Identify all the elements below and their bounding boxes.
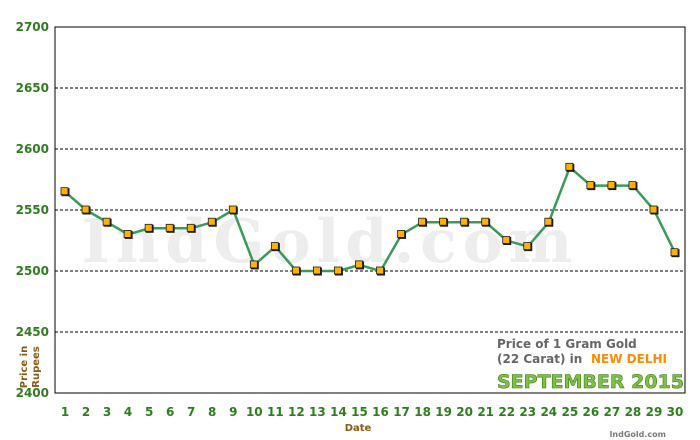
x-tick-label: 21 [477,405,494,419]
data-point [165,223,174,232]
data-point [144,223,153,232]
y-tick-label: 2400 [16,386,49,400]
x-tick-label: 1 [61,405,69,419]
data-point [649,205,658,214]
data-point [186,223,195,232]
credit-text: IndGold.com [609,430,666,439]
x-tick-label: 16 [372,405,389,419]
data-point [481,217,490,226]
data-point [607,181,616,190]
data-point [565,162,574,171]
x-tick-label: 4 [124,405,132,419]
x-tick-label: 13 [309,405,326,419]
data-point [313,266,321,275]
y-tick-label: 2600 [16,142,49,156]
y-tick-label: 2700 [16,20,49,34]
x-tick-label: 22 [498,405,515,419]
data-point [102,217,111,226]
x-tick-label: 11 [267,405,284,419]
x-tick-label: 20 [456,405,473,419]
x-tick-label: 15 [351,405,368,419]
x-tick-label: 7 [187,405,195,419]
caption-line1: Price of 1 Gram Gold [497,337,637,351]
data-point [355,260,363,269]
data-point [228,205,237,214]
x-tick-label: 24 [540,405,557,419]
y-axis-title-line1: Price in [19,346,30,388]
data-point [270,242,279,251]
x-tick-label: 6 [166,405,174,419]
data-point [628,181,637,190]
x-tick-label: 26 [583,405,600,419]
y-tick-label: 2650 [16,81,49,95]
data-point [291,266,300,275]
watermark-text: IndGold.com [82,207,579,277]
data-point [544,217,553,226]
x-tick-label: 30 [667,405,684,419]
x-axis-title: Date [345,423,372,434]
x-tick-label: 10 [246,405,263,419]
x-tick-label: 28 [625,405,642,419]
caption-month: SEPTEMBER 2015 [497,371,684,393]
x-tick-label: 17 [393,405,410,419]
y-tick-label: 2450 [16,325,49,339]
x-tick-label: 9 [229,405,237,419]
chart-caption: Price of 1 Gram Gold (22 Carat) in NEW D… [497,337,685,393]
x-tick-label: 2 [82,405,90,419]
x-tick-label: 27 [604,405,621,419]
data-point [81,205,90,214]
x-tick-label: 29 [646,405,663,419]
data-point [586,181,595,190]
data-point [334,266,342,275]
caption-city: NEW DELHI [591,352,667,366]
y-axis-ticks: 2400 2450 2500 2550 2600 2650 2700 [16,20,49,400]
data-point [670,248,679,257]
x-tick-label: 12 [288,405,305,419]
x-tick-label: 14 [330,405,347,419]
caption-line2: (22 Carat) in [497,352,582,366]
x-tick-label: 5 [145,405,153,419]
data-point [523,242,532,251]
data-point [502,236,511,244]
data-point [249,260,258,269]
x-tick-label: 23 [519,405,536,419]
y-tick-label: 2550 [16,203,49,217]
x-tick-label: 19 [435,405,452,419]
x-axis-ticks: 1 2 3 4 5 6 7 8 9 10 11 12 13 14 15 16 17 18 19 20 21 22 23 24 2… [61,405,684,419]
data-point [460,217,469,226]
x-tick-label: 8 [208,405,216,419]
price-series [60,162,680,276]
data-point [439,217,448,226]
data-point [123,229,132,238]
x-tick-label: 18 [414,405,431,419]
data-point [418,217,426,226]
plot-frame [54,26,686,394]
y-tick-label: 2500 [16,264,49,278]
x-tick-label: 3 [103,405,111,419]
gridlines [55,87,685,333]
data-point [397,229,405,238]
y-axis-title-line2: Rupees [31,346,42,388]
data-point [207,217,216,226]
data-point [60,187,69,196]
data-point [376,266,384,275]
x-tick-label: 25 [561,405,578,419]
